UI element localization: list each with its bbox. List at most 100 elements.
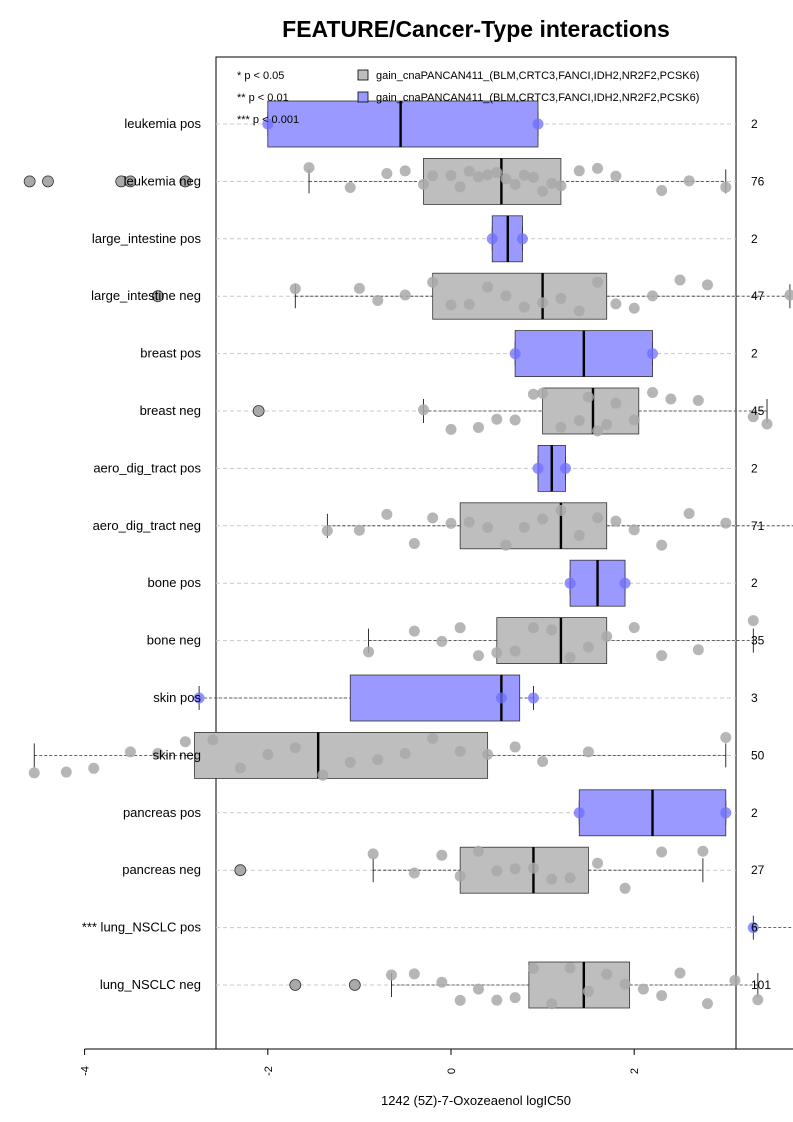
data-point — [262, 118, 274, 130]
data-point — [555, 180, 567, 192]
data-point — [752, 994, 764, 1006]
count-label: 3 — [751, 691, 758, 705]
data-point — [573, 305, 585, 317]
data-point — [546, 873, 558, 885]
data-point — [656, 185, 668, 197]
data-points — [23, 118, 793, 1010]
category-label: *** lung_NSCLC pos — [82, 920, 202, 935]
data-point — [408, 968, 420, 980]
x-tick-label: 0 — [446, 1068, 458, 1074]
data-point — [674, 274, 686, 286]
significance-legend-item: ** p < 0.01 — [237, 92, 289, 104]
plot-area-frame — [215, 56, 737, 1050]
category-labels: leukemia pos leukemia neg large_intestine … — [82, 116, 202, 992]
legend: gain_cnaPANCAN411_(BLM,CRTC3,FANCI,IDH2,… — [357, 69, 699, 104]
data-point — [546, 998, 558, 1010]
data-point — [518, 521, 530, 533]
data-point — [472, 845, 484, 857]
data-point — [527, 692, 539, 704]
data-point — [454, 870, 466, 882]
outlier-point — [151, 290, 164, 303]
data-point — [564, 652, 576, 664]
data-point — [601, 968, 613, 980]
outlier-point — [252, 405, 265, 417]
data-point — [656, 650, 668, 662]
data-point — [555, 504, 567, 516]
chart-title: FEATURE/Cancer-Type interactions — [282, 16, 670, 42]
count-label: 2 — [751, 576, 758, 590]
data-point — [647, 386, 659, 398]
data-point — [427, 732, 439, 744]
data-point — [592, 512, 604, 524]
data-point — [482, 281, 494, 293]
data-point — [683, 507, 695, 519]
data-point — [408, 625, 420, 637]
data-point — [573, 415, 585, 427]
outlier-point — [289, 979, 302, 991]
legend-label-neg: gain_cnaPANCAN411_(BLM,CRTC3,FANCI,IDH2,… — [376, 70, 699, 82]
data-point — [445, 169, 457, 181]
data-point — [546, 624, 558, 636]
data-point — [527, 862, 539, 874]
data-point — [418, 178, 430, 190]
data-point — [610, 298, 622, 310]
data-point — [747, 922, 759, 934]
data-point — [408, 537, 420, 549]
data-point — [317, 769, 329, 781]
data-point — [28, 767, 40, 779]
data-point — [500, 539, 512, 551]
data-point — [701, 998, 713, 1010]
data-point — [454, 622, 466, 634]
data-point — [344, 756, 356, 768]
data-point — [555, 293, 567, 305]
data-point — [321, 525, 333, 537]
category-label: aero_dig_tract neg — [93, 518, 201, 533]
category-label: skin pos — [153, 690, 201, 705]
data-point — [463, 516, 475, 528]
data-point — [573, 807, 585, 819]
category-label: large_intestine pos — [92, 231, 202, 246]
data-point — [427, 276, 439, 288]
data-point — [601, 418, 613, 430]
data-point — [582, 641, 594, 653]
data-point — [720, 807, 732, 819]
data-point — [527, 171, 539, 183]
data-point — [472, 171, 484, 183]
significance-legend-item: * p < 0.05 — [237, 70, 284, 82]
count-label: 47 — [751, 289, 765, 303]
data-point — [592, 276, 604, 288]
data-point — [509, 992, 521, 1004]
data-point — [509, 741, 521, 753]
count-label: 76 — [751, 174, 765, 188]
data-point — [491, 647, 503, 659]
data-point — [527, 388, 539, 400]
data-point — [381, 508, 393, 520]
data-point — [500, 173, 512, 185]
category-label: bone neg — [147, 633, 201, 648]
data-point — [628, 524, 640, 536]
data-point — [564, 872, 576, 884]
data-point — [381, 168, 393, 180]
data-point — [592, 425, 604, 437]
box — [459, 502, 608, 550]
data-point — [436, 635, 448, 647]
data-point — [592, 857, 604, 869]
category-label: breast neg — [140, 403, 201, 418]
data-point — [454, 181, 466, 193]
data-point — [564, 577, 576, 589]
count-label: 27 — [751, 863, 765, 877]
outlier-point — [348, 979, 361, 991]
data-point — [527, 622, 539, 634]
box — [349, 674, 521, 722]
x-tick-label: -4 — [80, 1066, 92, 1076]
data-point — [692, 394, 704, 406]
category-label: aero_dig_tract pos — [93, 460, 201, 475]
data-point — [399, 747, 411, 759]
data-point — [193, 692, 205, 704]
data-point — [720, 731, 732, 743]
data-point — [560, 462, 571, 474]
data-point — [372, 295, 384, 307]
count-label: 2 — [751, 461, 758, 475]
data-point — [761, 418, 773, 430]
